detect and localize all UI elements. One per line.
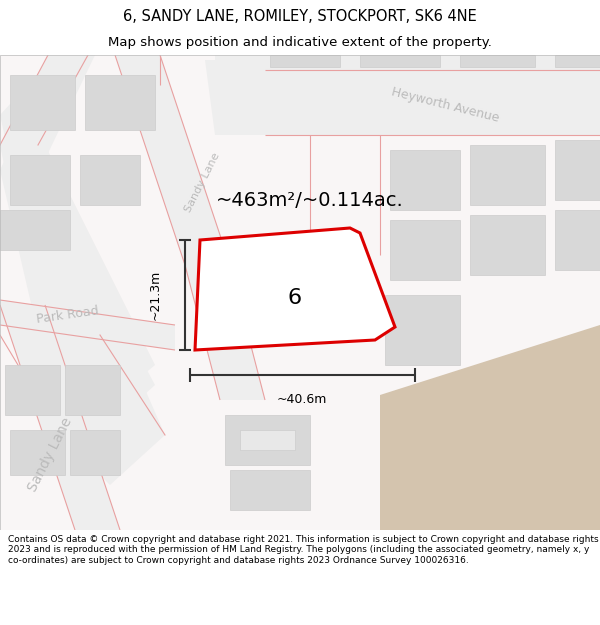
Polygon shape xyxy=(270,55,340,67)
Polygon shape xyxy=(470,215,545,275)
Text: Contains OS data © Crown copyright and database right 2021. This information is : Contains OS data © Crown copyright and d… xyxy=(8,535,598,564)
Text: ~40.6m: ~40.6m xyxy=(277,393,327,406)
Polygon shape xyxy=(555,55,600,67)
Polygon shape xyxy=(115,55,230,265)
Polygon shape xyxy=(390,220,460,280)
Text: Park Road: Park Road xyxy=(36,304,100,326)
Text: ~21.3m: ~21.3m xyxy=(149,270,161,320)
Polygon shape xyxy=(10,430,65,475)
Polygon shape xyxy=(225,415,310,465)
Polygon shape xyxy=(70,430,120,475)
Polygon shape xyxy=(80,155,140,205)
Polygon shape xyxy=(0,55,165,485)
Text: Map shows position and indicative extent of the property.: Map shows position and indicative extent… xyxy=(108,36,492,49)
Polygon shape xyxy=(10,75,75,130)
Polygon shape xyxy=(85,75,155,130)
Polygon shape xyxy=(360,55,440,67)
Polygon shape xyxy=(0,55,155,415)
Polygon shape xyxy=(0,55,155,430)
Polygon shape xyxy=(265,70,600,135)
Polygon shape xyxy=(65,365,120,415)
Polygon shape xyxy=(380,325,600,530)
Text: Heyworth Avenue: Heyworth Avenue xyxy=(390,85,500,125)
Polygon shape xyxy=(10,155,70,205)
Polygon shape xyxy=(185,265,265,400)
Polygon shape xyxy=(215,55,600,130)
Polygon shape xyxy=(460,55,535,67)
Polygon shape xyxy=(0,210,70,250)
Polygon shape xyxy=(0,305,120,530)
Polygon shape xyxy=(240,430,295,450)
Polygon shape xyxy=(390,150,460,210)
Polygon shape xyxy=(0,300,175,350)
Polygon shape xyxy=(470,145,545,205)
Text: 6: 6 xyxy=(288,288,302,308)
Polygon shape xyxy=(0,305,120,530)
Polygon shape xyxy=(555,210,600,270)
Polygon shape xyxy=(385,295,460,365)
Text: Sandy Lane: Sandy Lane xyxy=(25,416,74,494)
Polygon shape xyxy=(0,55,600,530)
Polygon shape xyxy=(205,60,595,135)
Polygon shape xyxy=(230,470,310,510)
Polygon shape xyxy=(195,228,395,350)
Text: ~463m²/~0.114ac.: ~463m²/~0.114ac. xyxy=(216,191,404,209)
Text: 6, SANDY LANE, ROMILEY, STOCKPORT, SK6 4NE: 6, SANDY LANE, ROMILEY, STOCKPORT, SK6 4… xyxy=(123,9,477,24)
Polygon shape xyxy=(555,140,600,200)
Text: Sandy Lane: Sandy Lane xyxy=(182,151,221,214)
Polygon shape xyxy=(5,365,60,415)
